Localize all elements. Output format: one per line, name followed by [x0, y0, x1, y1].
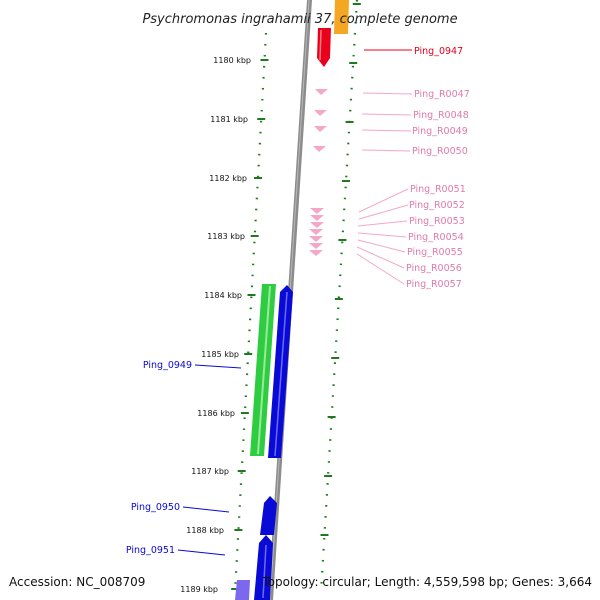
label-ping-r0055[interactable]: Ping_R0055 — [407, 247, 463, 258]
kbp-label: 1180 kbp — [213, 56, 251, 65]
rna-ping-r0057[interactable] — [309, 250, 323, 256]
kbp-label: 1188 kbp — [186, 526, 224, 535]
rna-ping-r0054[interactable] — [309, 229, 323, 235]
rna-ping-r0055[interactable] — [309, 236, 323, 242]
label-ping-r0047[interactable]: Ping_R0047 — [414, 89, 470, 100]
leader-ping-r0057 — [356, 253, 405, 285]
tick-marks — [231, 3, 361, 590]
label-ping-r0056[interactable]: Ping_R0056 — [406, 263, 462, 274]
leader-ping-r0047 — [362, 92, 413, 95]
kbp-label: 1183 kbp — [207, 232, 245, 241]
leader-ping-r0048 — [361, 113, 412, 116]
kbp-label: 1185 kbp — [201, 350, 239, 359]
ping-0951-gene[interactable] — [254, 535, 273, 600]
label-leaders — [177, 49, 413, 556]
kbp-label: 1187 kbp — [191, 467, 229, 476]
green-feature-highlight — [257, 285, 271, 455]
leader-ping-r0053 — [357, 220, 408, 227]
label-ping-r0048[interactable]: Ping_R0048 — [413, 110, 469, 121]
ping-0947-highlight — [319, 29, 322, 61]
purple-feature — [235, 580, 250, 600]
rna-ping-r0053[interactable] — [310, 222, 324, 228]
rna-ping-r0052[interactable] — [310, 215, 324, 221]
label-ping-r0051[interactable]: Ping_R0051 — [410, 184, 466, 195]
label-ping-r0049[interactable]: Ping_R0049 — [412, 126, 468, 137]
kbp-label: 1186 kbp — [197, 409, 235, 418]
kbp-label: 1184 kbp — [204, 291, 242, 300]
kbp-label: 1182 kbp — [209, 174, 247, 183]
right-dotted-ruler — [319, 0, 359, 593]
ping-0951-highlight — [262, 544, 267, 599]
rna-ping-r0049[interactable] — [314, 126, 327, 132]
rna-ping-r0048[interactable] — [314, 110, 327, 116]
orange-feature — [334, 0, 349, 34]
accession-text: Accession: NC_008709 — [9, 575, 145, 589]
rna-ping-r0056[interactable] — [309, 243, 323, 249]
leader-ping-r0056 — [356, 246, 405, 269]
rna-ping-r0051[interactable] — [310, 208, 324, 214]
label-ping-r0057[interactable]: Ping_R0057 — [406, 279, 462, 290]
kbp-label: 1181 kbp — [210, 115, 248, 124]
leader-ping-0951 — [177, 549, 226, 556]
label-ping-0947[interactable]: Ping_0947 — [414, 46, 463, 57]
leader-ping-0949 — [194, 364, 242, 369]
ping-0950-gene[interactable] — [260, 496, 277, 535]
label-ping-r0050[interactable]: Ping_R0050 — [412, 146, 468, 157]
label-ping-r0053[interactable]: Ping_R0053 — [409, 216, 465, 227]
leader-ping-r0051 — [358, 188, 409, 213]
map-title: Psychromonas ingrahamii 37, complete gen… — [142, 12, 457, 27]
leader-ping-r0052 — [358, 204, 409, 220]
ping-0949-highlight — [274, 291, 288, 457]
leader-ping-r0050 — [361, 149, 411, 152]
leader-ping-r0054 — [357, 232, 407, 238]
kbp-scale: 1180 kbp 1181 kbp 1182 kbp 1183 kbp 1184… — [180, 56, 251, 594]
leader-ping-r0049 — [361, 129, 412, 132]
ping-0947-gene[interactable] — [317, 28, 331, 67]
label-ping-0949[interactable]: Ping_0949 — [143, 360, 192, 371]
kbp-label: 1189 kbp — [180, 585, 218, 594]
leader-ping-r0055 — [357, 239, 406, 253]
rna-ping-r0050[interactable] — [313, 146, 326, 152]
rna-ping-r0047[interactable] — [315, 89, 328, 95]
label-ping-0951[interactable]: Ping_0951 — [126, 545, 175, 556]
label-ping-0950[interactable]: Ping_0950 — [131, 502, 180, 513]
label-ping-r0052[interactable]: Ping_R0052 — [409, 200, 465, 211]
label-ping-r0054[interactable]: Ping_R0054 — [408, 232, 464, 243]
topology-text: Topology: circular; Length: 4,559,598 bp… — [261, 575, 592, 589]
leader-ping-0950 — [182, 506, 230, 513]
